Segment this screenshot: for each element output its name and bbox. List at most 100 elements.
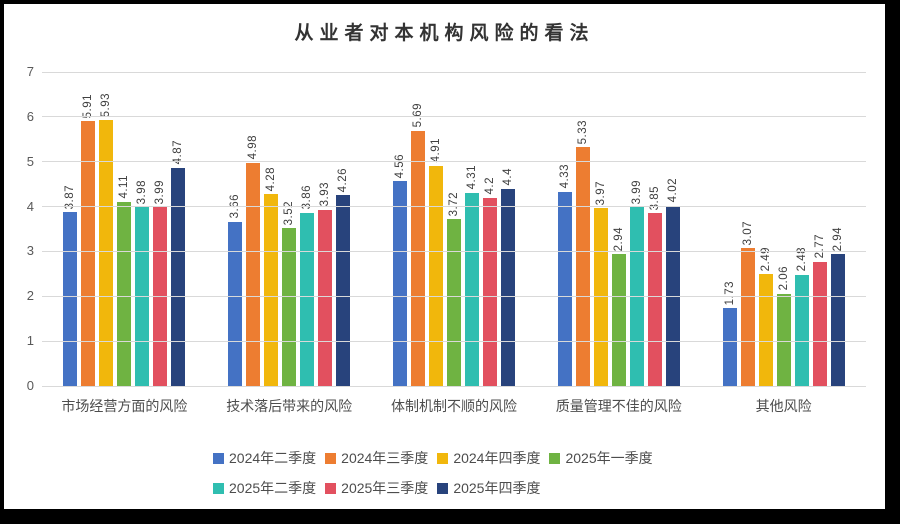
bar-column: 4.98 [246,72,261,386]
bar-value-label: 4.11 [118,175,131,199]
bar-column: 3.72 [446,72,461,386]
bar [500,188,515,386]
bar [228,221,243,386]
bar [593,207,608,386]
bar-column: 4.4 [500,72,515,386]
bar [99,120,114,386]
bar-column: 5.91 [81,72,96,386]
bar-group: 4.33 5.33 3.97 2.94 3.99 3.85 4.02 [536,72,701,386]
bar [740,248,755,386]
bar [392,181,407,386]
bar-value-label: 3.97 [594,180,607,205]
legend-swatch [437,482,449,494]
bar [794,274,809,386]
legend-item: 2024年二季度 [213,448,316,468]
gridline [42,71,866,73]
legend-swatch [213,452,224,464]
bar-value-label: 4.28 [265,166,278,192]
y-axis-tick-label: 5 [26,153,34,169]
y-axis-tick-label: 0 [26,378,34,393]
bar [318,209,333,386]
bar [410,130,425,386]
bar-value-label: 2.06 [777,266,790,291]
legend-swatch [325,452,337,464]
bar-value-label: 4.56 [393,154,406,179]
bar-value-label: 4.02 [666,178,679,203]
legend-item: 2024年四季度 [437,448,540,468]
bar-value-label: 3.99 [154,179,167,205]
bar-column: 4.31 [464,72,479,386]
bar [117,201,132,386]
bar [246,162,261,386]
gridline [42,340,866,342]
gridline [42,250,866,252]
bar-value-label: 4.31 [465,165,478,190]
bar [336,194,351,386]
bar-group: 1.73 3.07 2.49 2.06 2.48 2.77 2.94 [701,72,866,386]
bar-value-label: 4.26 [337,167,350,192]
legend-label: 2024年二季度 [229,450,317,466]
chart-canvas: 从业者对本机构风险的看法 3.87 5.91 5.93 4.11 3.98 3.99 4.8… [4,4,885,509]
bar [300,212,315,386]
gridline [42,295,866,297]
bar-column: 2.06 [776,72,791,386]
bar-column: 5.69 [410,72,425,386]
bar-column: 3.87 [63,72,78,386]
bar [611,254,626,386]
gridline [42,116,866,118]
bar [264,194,279,386]
bar-column: 5.33 [575,72,590,386]
bar [776,293,791,386]
bar-column: 4.11 [117,72,132,386]
bar-column: 4.28 [264,72,279,386]
chart-title: 从业者对本机构风险的看法 [294,22,595,44]
gridline [42,385,866,387]
bar-column: 5.93 [99,72,114,386]
legend-label: 2025年二季度 [229,480,317,496]
bar-column: 4.02 [665,72,680,386]
bar-value-label: 3.07 [741,220,754,246]
bar-column: 2.48 [794,72,809,386]
legend-item: 2025年三季度 [325,478,428,498]
bar-value-label: 5.33 [576,119,589,144]
bar-groups: 3.87 5.91 5.93 4.11 3.98 3.99 4.87 3.66 4.98 4.28… [42,72,866,386]
bar [446,219,461,386]
bar-value-label: 3.93 [319,182,332,207]
bar-value-label: 4.2 [483,177,496,195]
plot-area: 3.87 5.91 5.93 4.11 3.98 3.99 4.87 3.66 4.98 4.28… [42,71,866,387]
bar-value-label: 4.33 [558,164,571,189]
bar-column: 3.93 [318,72,333,386]
bar-column: 3.98 [135,72,150,386]
legend-item: 2024年三季度 [325,448,428,468]
bar-column: 3.52 [282,72,297,386]
legend-row: 2024年二季度 2024年三季度 2024年四季度 2025年一季度 [213,448,653,468]
bar-value-label: 2.94 [612,226,625,252]
bar [647,213,662,386]
y-axis-tick-label: 1 [26,333,34,349]
bar-column: 3.07 [740,72,755,386]
x-category-label: 市场经营方面的风险 [61,398,188,414]
bar-column: 4.87 [171,72,186,386]
bar-value-label: 5.91 [82,93,95,118]
bar-column: 4.33 [557,72,572,386]
gridline [42,161,866,163]
bar-column: 2.94 [611,72,626,386]
bar [482,197,497,386]
bar [63,212,78,386]
bar-column: 3.85 [647,72,662,386]
legend-label: 2025年四季度 [453,480,541,496]
bar-value-label: 4.91 [429,138,442,163]
bar-column: 3.97 [593,72,608,386]
bar-value-label: 3.99 [630,179,643,205]
x-category-label: 其他风险 [755,398,812,414]
bar [758,274,773,386]
bar-value-label: 4.4 [501,168,514,186]
bar-column: 4.26 [336,72,351,386]
bar-column: 3.99 [629,72,644,386]
bar-column: 4.56 [392,72,407,386]
legend-label: 2024年三季度 [341,450,429,466]
bar [575,146,590,386]
bar-group: 4.56 5.69 4.91 3.72 4.31 4.2 4.4 [372,72,537,386]
x-category-label: 质量管理不佳的风险 [555,398,682,414]
